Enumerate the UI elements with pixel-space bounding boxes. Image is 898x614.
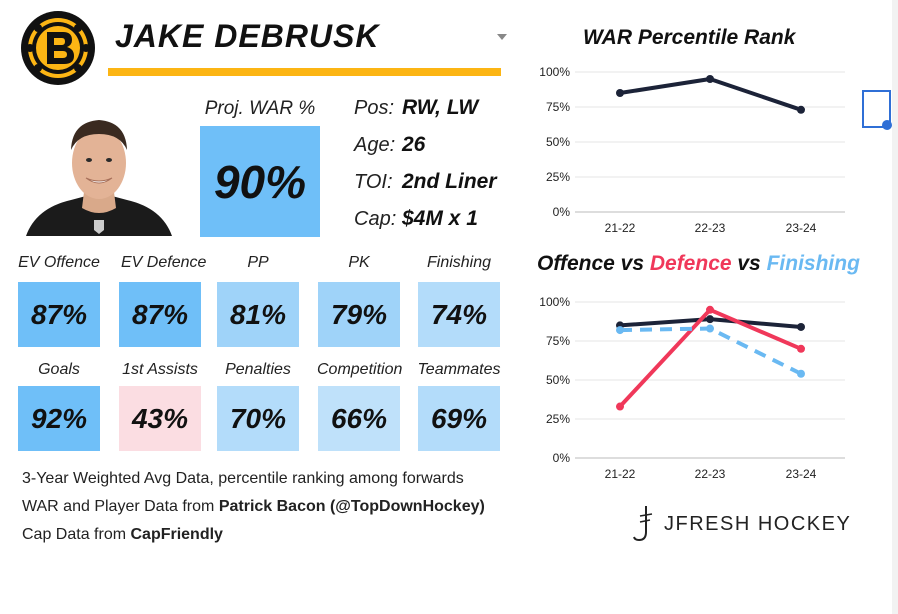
info-key-cap: Cap: <box>354 208 397 230</box>
offence-defence-finishing-chart: 0% 25% 50% 75% 100% 21-22 22-23 23-24 <box>539 295 845 481</box>
war-percentile-chart: 0% 25% 50% 75% 100% 21-22 22-23 23-24 <box>539 65 845 235</box>
stat-label: 1st Assists <box>122 361 198 378</box>
comparison-chart-title: Offence vs Defence vs Finishing <box>537 252 860 276</box>
footnote-source-cap: Cap Data from CapFriendly <box>22 526 223 544</box>
info-key-age: Age: <box>354 134 396 156</box>
y-tick-label: 75% <box>546 334 570 348</box>
data-point <box>797 369 805 378</box>
stat-value: 74% <box>418 282 500 347</box>
info-key-pos: Pos: <box>354 97 395 119</box>
stat-label: Penalties <box>225 361 291 378</box>
proj-war-label: Proj. WAR % <box>204 98 316 119</box>
y-tick-label: 0% <box>553 451 571 465</box>
y-tick-label: 100% <box>539 295 570 309</box>
info-value-age: 26 <box>402 133 426 156</box>
y-tick-label: 50% <box>546 373 570 387</box>
info-key-toi: TOI: <box>354 171 393 193</box>
footnote-source-name: Patrick Bacon (@TopDownHockey) <box>218 498 485 515</box>
stat-value: 79% <box>318 282 400 347</box>
stat-value: 81% <box>217 282 299 347</box>
x-tick-label: 23-24 <box>786 221 817 235</box>
stat-label: PK <box>348 254 370 271</box>
x-tick-label: 22-23 <box>695 221 726 235</box>
scrollbar[interactable] <box>892 0 898 614</box>
y-tick-label: 25% <box>546 170 570 184</box>
stat-value: 69% <box>418 386 500 451</box>
title-part: vs <box>731 252 767 275</box>
stat-value: 43% <box>119 386 201 451</box>
data-point <box>706 75 714 83</box>
data-point <box>706 324 714 333</box>
y-tick-label: 25% <box>546 412 570 426</box>
stat-label: Finishing <box>426 254 492 271</box>
stat-label: Goals <box>38 361 80 378</box>
y-tick-label: 75% <box>546 100 570 114</box>
bruins-logo <box>21 11 95 85</box>
stat-label: Teammates <box>417 361 501 378</box>
y-tick-label: 50% <box>546 135 570 149</box>
stat-label: Competition <box>317 361 403 378</box>
footnote-source-name: CapFriendly <box>130 526 223 543</box>
stat-value: 66% <box>318 386 400 451</box>
stat-value: 87% <box>119 282 201 347</box>
footnote-method: 3-Year Weighted Avg Data, percentile ran… <box>22 470 464 487</box>
war-chart-title: WAR Percentile Rank <box>583 26 796 49</box>
data-point <box>706 315 714 324</box>
jfresh-mark-icon <box>633 506 653 542</box>
stat-value: 87% <box>18 282 100 347</box>
info-value-cap: $4M x 1 <box>402 207 478 230</box>
handle-dot[interactable] <box>882 120 892 130</box>
proj-war-value: 90% <box>200 126 320 237</box>
chevron-down-icon[interactable] <box>497 34 507 40</box>
footnote-prefix: WAR and Player Data from <box>22 498 219 515</box>
player-name: JAKE DEBRUSK <box>115 18 380 54</box>
title-part: Offence <box>537 252 615 275</box>
x-tick-label: 22-23 <box>695 467 726 481</box>
title-part: Defence <box>649 252 732 275</box>
data-point <box>797 322 805 331</box>
data-point <box>616 89 624 97</box>
x-tick-label: 23-24 <box>786 467 817 481</box>
data-point <box>616 402 624 411</box>
x-tick-label: 21-22 <box>605 467 636 481</box>
stat-value: 70% <box>217 386 299 451</box>
footnote-prefix: Cap Data from <box>22 526 131 543</box>
x-tick-label: 21-22 <box>605 221 636 235</box>
stat-value: 92% <box>18 386 100 451</box>
title-part: Finishing <box>766 252 860 275</box>
data-point <box>797 344 805 353</box>
data-point <box>616 326 624 335</box>
footnote-source-war: WAR and Player Data from Patrick Bacon (… <box>22 498 485 516</box>
brand-logo: JFRESH HOCKEY <box>632 504 851 544</box>
y-tick-label: 100% <box>539 65 570 79</box>
data-point <box>706 305 714 314</box>
y-tick-label: 0% <box>553 205 571 219</box>
info-value-toi: 2nd Liner <box>402 170 497 193</box>
stat-label: PP <box>247 254 269 271</box>
stat-label: EV Offence <box>18 254 100 271</box>
player-headshot <box>26 120 172 236</box>
data-point <box>797 105 805 114</box>
resize-handle[interactable] <box>862 90 891 128</box>
brand-name: JFRESH HOCKEY <box>664 512 852 535</box>
header-underline <box>108 68 501 76</box>
title-part: vs <box>614 252 650 275</box>
series-line <box>619 77 802 112</box>
stat-label: EV Defence <box>121 254 207 271</box>
info-value-pos: RW, LW <box>402 96 479 119</box>
